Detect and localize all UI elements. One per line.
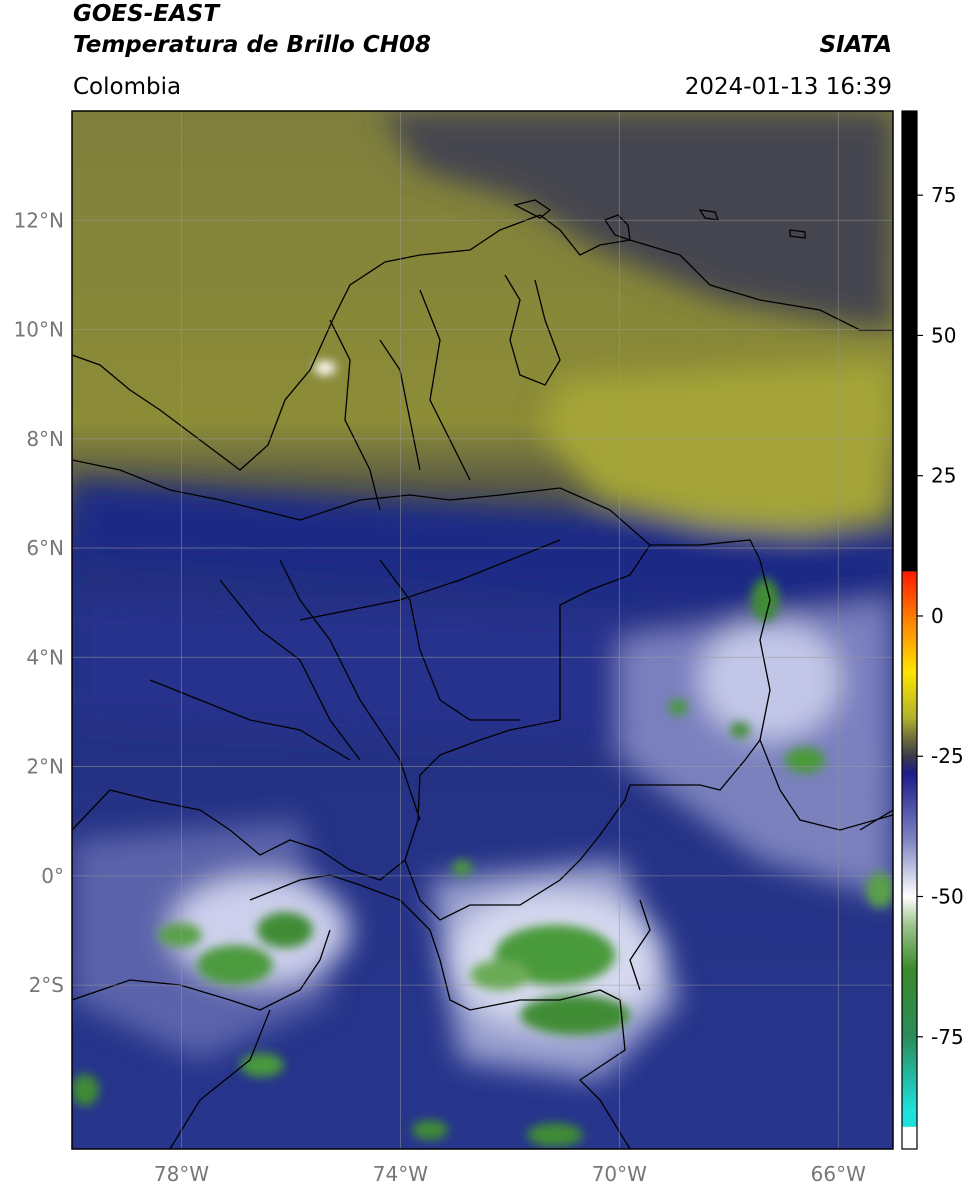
timestamp-label: 2024-01-13 16:39 xyxy=(684,74,892,100)
colorbar-tick-label: -25 xyxy=(931,744,964,768)
lat-tick-label: 2°N xyxy=(26,755,64,779)
latitude-ticks: 12°N 10°N 8°N 6°N 4°N 2°N 0° 2°S xyxy=(14,208,64,997)
lat-tick-label: 6°N xyxy=(26,536,64,560)
colorbar-tick-label: -50 xyxy=(931,885,964,909)
lat-tick-label: 12°N xyxy=(14,208,64,232)
lon-tick-label: 70°W xyxy=(592,1162,647,1186)
longitude-ticks: 78°W 74°W 70°W 66°W xyxy=(154,1162,866,1186)
agency-label: SIATA xyxy=(819,32,892,58)
satellite-image xyxy=(72,111,893,1149)
lon-tick-label: 78°W xyxy=(154,1162,209,1186)
product-title: Temperatura de Brillo CH08 xyxy=(73,32,431,58)
map-frame xyxy=(71,110,894,1150)
colorbar-tick-label: -75 xyxy=(931,1025,964,1049)
colorbar-tick-label: 0 xyxy=(931,604,944,628)
colorbar-tick-label: 75 xyxy=(931,183,956,207)
colorbar-ticks: 75 50 25 0 -25 -50 -75 xyxy=(917,183,964,1049)
region-label: Colombia xyxy=(73,74,182,100)
country-borders xyxy=(72,199,893,1149)
lat-tick-label: 8°N xyxy=(26,427,64,451)
colorbar-tick-label: 25 xyxy=(931,464,956,488)
lat-tick-label: 4°N xyxy=(26,645,64,669)
colorbar-gradient xyxy=(902,111,917,1149)
satellite-title: GOES-EAST xyxy=(73,1,220,27)
colorbar-frame xyxy=(901,110,918,1150)
lat-tick-label: 0° xyxy=(41,864,64,888)
colorbar-tick-label: 50 xyxy=(931,323,956,347)
colorbar xyxy=(902,111,917,1149)
lon-tick-label: 66°W xyxy=(811,1162,866,1186)
graticule xyxy=(72,111,893,1149)
lat-tick-label: 10°N xyxy=(14,318,64,342)
lon-tick-label: 74°W xyxy=(373,1162,428,1186)
lat-tick-label: 2°S xyxy=(29,973,64,997)
